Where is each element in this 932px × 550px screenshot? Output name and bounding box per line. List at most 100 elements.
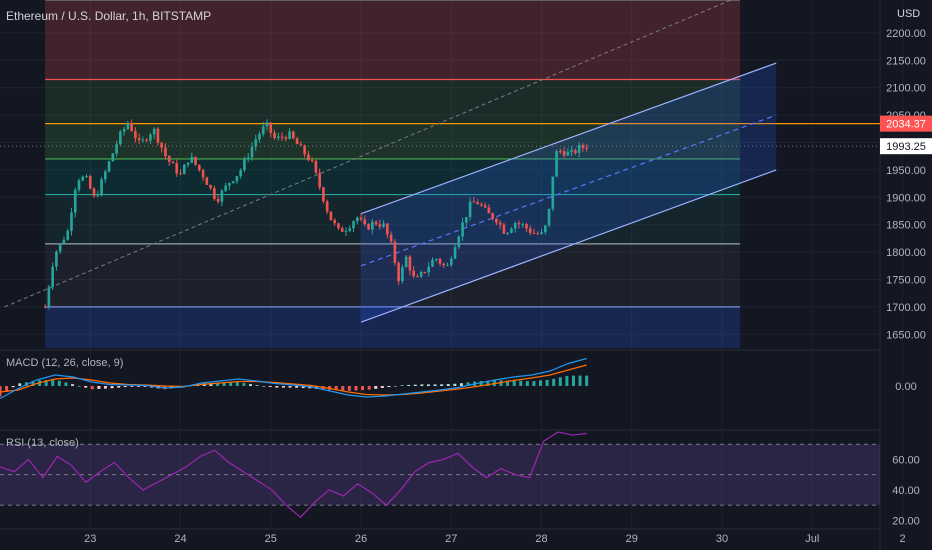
candle xyxy=(119,131,122,145)
candle xyxy=(570,150,573,152)
candle xyxy=(145,139,148,141)
candle xyxy=(273,132,276,139)
price-tick-label: 1850.00 xyxy=(886,220,926,232)
candle xyxy=(258,133,261,140)
rsi-pane[interactable] xyxy=(0,431,880,519)
candle xyxy=(164,147,167,156)
macd-histogram-bar xyxy=(77,385,81,387)
candle xyxy=(85,176,88,178)
price-tick-label: 2200.00 xyxy=(886,28,926,40)
candle xyxy=(404,256,408,268)
candle xyxy=(577,145,581,154)
candle xyxy=(453,247,457,259)
parallel-channel-fill xyxy=(361,63,777,323)
candle xyxy=(115,144,118,154)
macd-histogram-bar xyxy=(275,386,279,388)
candle xyxy=(521,224,525,226)
candle xyxy=(363,219,367,225)
candle xyxy=(498,222,502,225)
time-tick-label: 24 xyxy=(174,533,186,545)
candle xyxy=(423,271,427,273)
macd-histogram-bar xyxy=(229,382,233,386)
candle xyxy=(276,136,280,139)
macd-histogram-bar xyxy=(18,383,22,386)
macd-histogram-bar xyxy=(459,383,463,386)
candle xyxy=(483,205,487,208)
candle xyxy=(103,171,107,180)
macd-histogram-bar xyxy=(216,382,220,386)
candle xyxy=(472,201,476,203)
rsi-tick-label: 40.00 xyxy=(892,485,920,497)
macd-line xyxy=(0,357,587,400)
macd-histogram-bar xyxy=(57,380,61,386)
macd-histogram-bar xyxy=(433,384,437,386)
rsi-indicator-label[interactable]: RSI (13, close) xyxy=(6,437,79,449)
channel-upper-line xyxy=(360,62,777,215)
candle xyxy=(224,185,227,191)
candle xyxy=(213,188,216,199)
macd-histogram-bar xyxy=(262,386,266,387)
candle xyxy=(243,158,246,171)
candle xyxy=(397,262,400,282)
candle xyxy=(220,190,224,202)
candle xyxy=(581,145,585,148)
candle xyxy=(370,221,374,230)
candle xyxy=(167,155,171,162)
candle xyxy=(77,180,81,190)
macd-histogram-bar xyxy=(123,386,127,388)
macd-histogram-bar xyxy=(136,386,140,387)
macd-histogram-bar xyxy=(103,386,107,389)
candle xyxy=(329,211,333,221)
macd-indicator-label[interactable]: MACD (12, 26, close, 9) xyxy=(6,357,124,369)
fib-zone xyxy=(45,306,741,348)
rsi-tick-label: 20.00 xyxy=(892,515,920,527)
time-axis[interactable]: 23 24 25 26 27 28 29 30 Jul 2 xyxy=(0,528,906,545)
candle xyxy=(269,122,273,133)
candle xyxy=(58,243,62,252)
candle xyxy=(393,241,397,263)
candle xyxy=(310,160,314,162)
candle xyxy=(446,265,449,267)
price-pane[interactable] xyxy=(0,0,904,550)
macd-histogram-bar xyxy=(84,386,88,388)
candle xyxy=(141,139,145,141)
candle xyxy=(585,147,588,149)
candle xyxy=(536,233,540,235)
candle xyxy=(96,195,100,197)
time-tick-label: 28 xyxy=(535,533,547,545)
candle xyxy=(314,160,318,173)
candle xyxy=(288,131,291,139)
candle xyxy=(551,176,555,209)
macd-histogram-bar xyxy=(71,384,75,386)
candle xyxy=(51,266,54,288)
price-axis[interactable]: 1650.00 1700.00 1750.00 1800.00 1850.00 1900.… xyxy=(880,28,932,527)
fib-zone xyxy=(45,243,741,307)
candle xyxy=(295,138,299,145)
candle xyxy=(100,179,103,196)
candle xyxy=(322,187,325,202)
macd-histogram-bar xyxy=(334,386,338,391)
macd-histogram-bar xyxy=(571,375,575,386)
candle xyxy=(186,162,190,165)
macd-histogram-bar xyxy=(11,386,15,388)
macd-histogram-bar xyxy=(288,386,292,388)
candle xyxy=(55,251,58,267)
candle xyxy=(228,182,231,186)
candle xyxy=(130,123,133,132)
price-tick-label: 1900.00 xyxy=(886,192,926,204)
macd-histogram-bar xyxy=(268,386,272,387)
price-tick-label: 1650.00 xyxy=(886,329,926,341)
candle xyxy=(107,161,111,172)
candle xyxy=(562,151,566,156)
candle xyxy=(566,151,570,156)
candle xyxy=(231,181,235,183)
macd-histogram-bar xyxy=(341,386,345,391)
candle xyxy=(374,221,378,225)
macd-pane[interactable] xyxy=(0,357,589,400)
candle xyxy=(547,208,551,226)
macd-histogram-bar xyxy=(539,380,543,386)
candle xyxy=(416,276,419,278)
macd-histogram-bar xyxy=(235,382,239,386)
macd-histogram-bar xyxy=(486,380,490,386)
macd-histogram-bar xyxy=(31,381,35,386)
